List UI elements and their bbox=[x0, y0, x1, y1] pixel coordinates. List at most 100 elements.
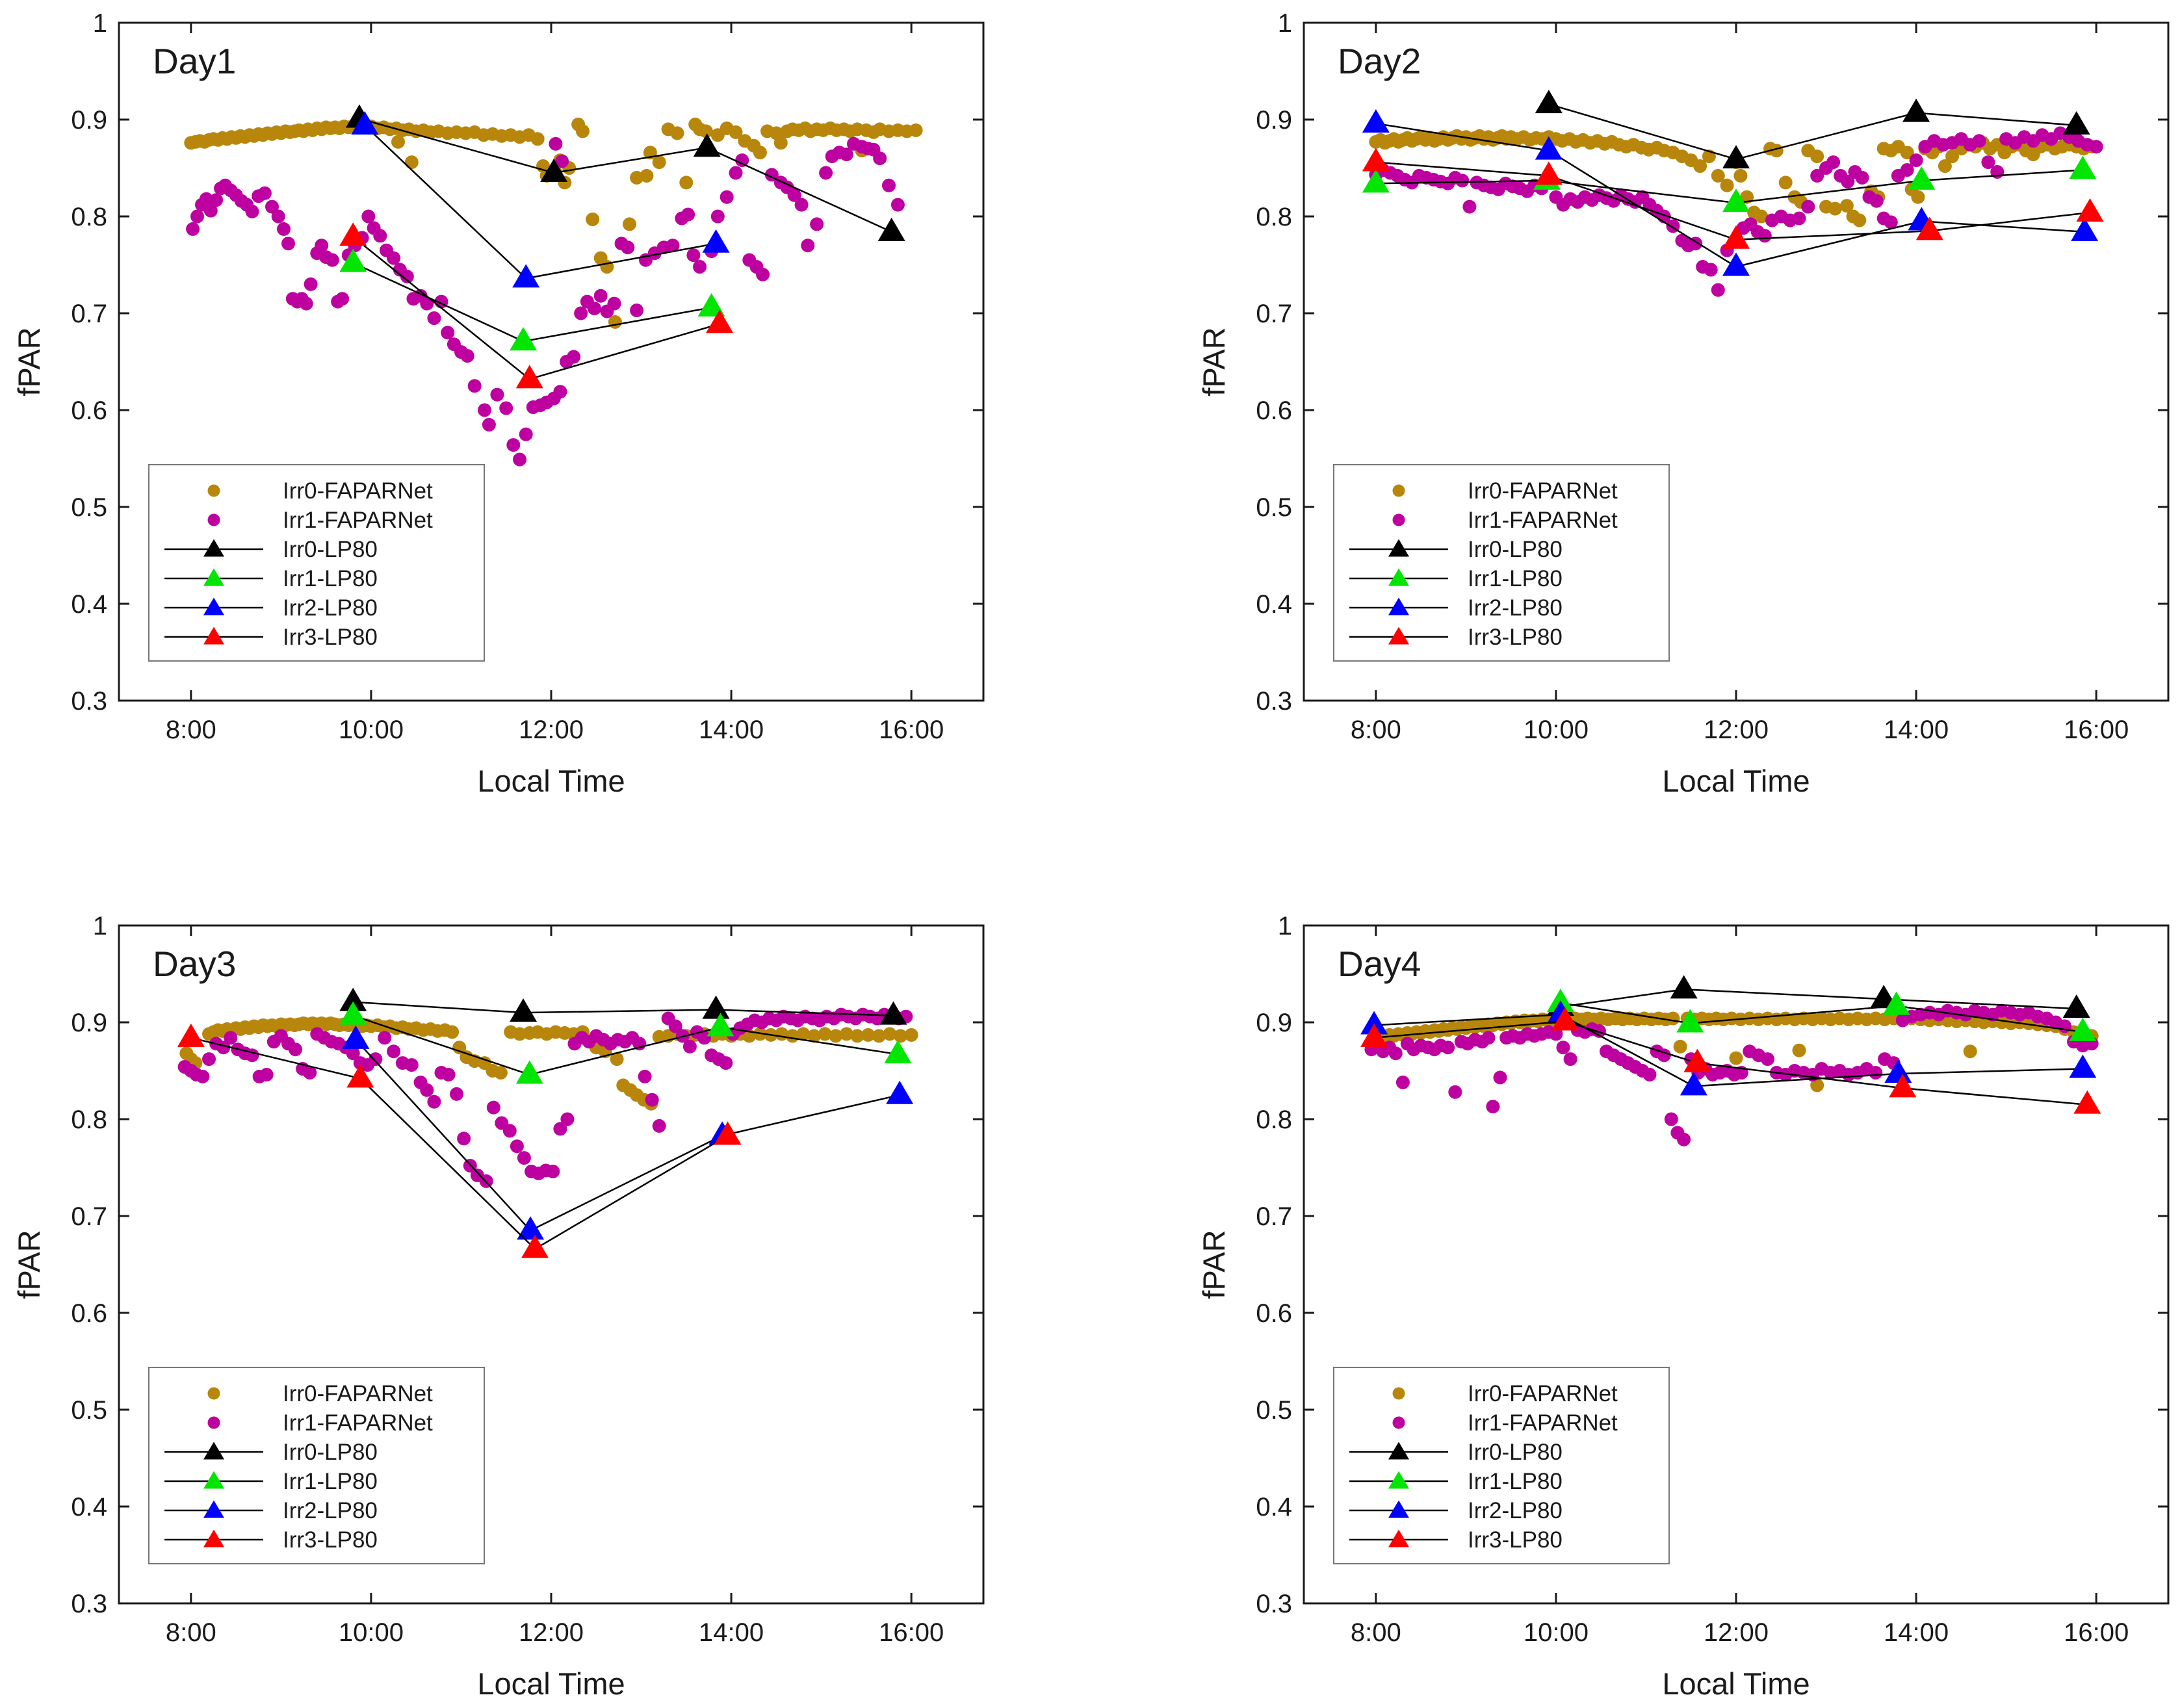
data-point bbox=[668, 1019, 682, 1033]
data-point bbox=[720, 190, 734, 204]
data-point bbox=[445, 1025, 460, 1039]
series-line bbox=[359, 118, 892, 233]
data-point bbox=[1884, 215, 1898, 229]
x-tick-label: 16:00 bbox=[2064, 1618, 2129, 1647]
triangle-marker bbox=[339, 222, 367, 246]
data-point bbox=[652, 1119, 666, 1133]
series-line bbox=[1560, 989, 2077, 1010]
triangle-marker bbox=[342, 1025, 370, 1049]
legend-triangle-marker bbox=[203, 1500, 224, 1518]
legend-triangle-marker bbox=[203, 539, 224, 557]
data-point bbox=[861, 1028, 876, 1042]
triangle-marker bbox=[1535, 90, 1563, 114]
data-point bbox=[1549, 1027, 1563, 1041]
triangle-marker bbox=[1362, 148, 1390, 172]
triangle-marker bbox=[1680, 1072, 1707, 1096]
legend-triangle-marker bbox=[1388, 568, 1409, 586]
panel-day4: 8:00 10:00 12:00 14:00 16:00 0.3 0.4 0.5 0.6 0.7 0… bbox=[1197, 912, 2170, 1701]
legend: Irr0-FAPARNet Irr1-FAPARNet Irr0-LP80 Irr1-… bbox=[1333, 1367, 1670, 1564]
y-tick-label: 0.3 bbox=[1256, 687, 1292, 716]
legend-label: Irr0-FAPARNet bbox=[283, 478, 433, 504]
data-point bbox=[652, 155, 666, 170]
triangle-marker bbox=[702, 229, 730, 253]
x-tick-label: 10:00 bbox=[1524, 1618, 1589, 1647]
data-point bbox=[1448, 1085, 1462, 1099]
data-point bbox=[209, 193, 224, 207]
legend-label: Irr3-LP80 bbox=[1468, 1527, 1563, 1553]
data-point bbox=[346, 1046, 360, 1061]
data-point bbox=[1911, 190, 1925, 204]
data-point bbox=[1493, 1070, 1507, 1085]
x-tick-label: 10:00 bbox=[339, 716, 404, 744]
y-tick-label: 0.4 bbox=[71, 1493, 107, 1521]
triangle-marker bbox=[1722, 145, 1750, 169]
y-tick-label: 0.3 bbox=[1256, 1590, 1292, 1618]
x-tick-label: 12:00 bbox=[1704, 1618, 1769, 1647]
legend-label: Irr1-LP80 bbox=[283, 1469, 378, 1494]
y-tick-label: 0.4 bbox=[1256, 590, 1292, 619]
data-point bbox=[281, 237, 295, 251]
legend-triangle-marker bbox=[203, 568, 224, 586]
y-tick-label: 0.5 bbox=[71, 493, 107, 522]
y-tick-label: 0.5 bbox=[1256, 1396, 1292, 1425]
data-point bbox=[1642, 1068, 1657, 1081]
legend-label: Irr1-FAPARNet bbox=[283, 1410, 433, 1436]
y-tick-label: 0.7 bbox=[71, 300, 107, 328]
data-point bbox=[265, 200, 279, 214]
data-point bbox=[610, 1052, 624, 1067]
x-tick-label: 14:00 bbox=[699, 716, 764, 744]
line-series-irr1-lp80 bbox=[339, 248, 725, 351]
data-point bbox=[693, 260, 707, 274]
data-point bbox=[1666, 1011, 1680, 1026]
x-tick-label: 12:00 bbox=[1704, 716, 1769, 744]
data-point bbox=[1792, 211, 1806, 226]
x-tick-label: 8:00 bbox=[166, 716, 216, 744]
data-point bbox=[1733, 168, 1748, 183]
data-point bbox=[441, 1068, 456, 1081]
legend-label: Irr0-FAPARNet bbox=[1468, 1381, 1618, 1406]
legend: Irr0-FAPARNet Irr1-FAPARNet Irr0-LP80 Irr1-… bbox=[148, 1367, 485, 1564]
legend: Irr0-FAPARNet Irr1-FAPARNet Irr0-LP80 Irr1-… bbox=[1333, 464, 1670, 662]
data-point bbox=[904, 1028, 918, 1042]
legend-label: Irr1-FAPARNet bbox=[283, 508, 433, 533]
data-point bbox=[373, 229, 387, 243]
legend-label: Irr1-FAPARNet bbox=[1468, 1410, 1618, 1436]
data-point bbox=[199, 192, 213, 206]
y-tick-label: 0.8 bbox=[71, 203, 107, 231]
triangle-marker bbox=[540, 158, 568, 182]
panel-day2: 8:00 10:00 12:00 14:00 16:00 0.3 0.4 0.5 0.6 0.7 0… bbox=[1197, 9, 2170, 798]
data-point bbox=[325, 253, 339, 267]
legend-label: Irr0-FAPARNet bbox=[1468, 478, 1618, 504]
y-axis-label: fPAR bbox=[1197, 1230, 1231, 1299]
data-point bbox=[593, 289, 608, 303]
data-point bbox=[303, 1066, 317, 1080]
triangle-marker bbox=[1360, 1011, 1388, 1035]
data-point bbox=[574, 306, 588, 320]
data-point bbox=[202, 1052, 216, 1067]
y-tick-label: 0.9 bbox=[1256, 1009, 1292, 1037]
legend-item: Irr2-LP80 bbox=[164, 1498, 378, 1523]
data-point bbox=[391, 135, 405, 149]
panel-day1: 8:00 10:00 12:00 14:00 16:00 0.3 0.4 0.5 0.6 0.7 0… bbox=[12, 9, 985, 798]
data-point bbox=[1810, 1078, 1824, 1093]
legend-label: Irr3-LP80 bbox=[283, 625, 378, 650]
y-tick-label: 0.7 bbox=[1256, 1202, 1292, 1231]
data-point bbox=[640, 168, 654, 183]
data-point bbox=[1455, 174, 1470, 188]
data-point bbox=[894, 1029, 907, 1043]
data-point bbox=[1704, 263, 1718, 277]
x-axis-label: Local Time bbox=[477, 764, 625, 798]
data-point bbox=[404, 1058, 419, 1072]
x-tick-label: 12:00 bbox=[519, 716, 584, 744]
legend-label: Irr1-LP80 bbox=[1468, 1469, 1563, 1494]
y-axis-label: fPAR bbox=[12, 327, 46, 396]
data-point bbox=[1900, 163, 1914, 177]
y-tick-label: 0.3 bbox=[71, 1590, 107, 1618]
triangle-marker bbox=[177, 1023, 205, 1047]
data-point bbox=[257, 186, 272, 200]
data-point bbox=[190, 209, 204, 224]
legend-item: Irr3-LP80 bbox=[164, 625, 378, 650]
data-point bbox=[796, 1027, 811, 1041]
scatter-series-irr1-faparnet bbox=[177, 1007, 913, 1188]
data-point bbox=[1839, 199, 1854, 213]
